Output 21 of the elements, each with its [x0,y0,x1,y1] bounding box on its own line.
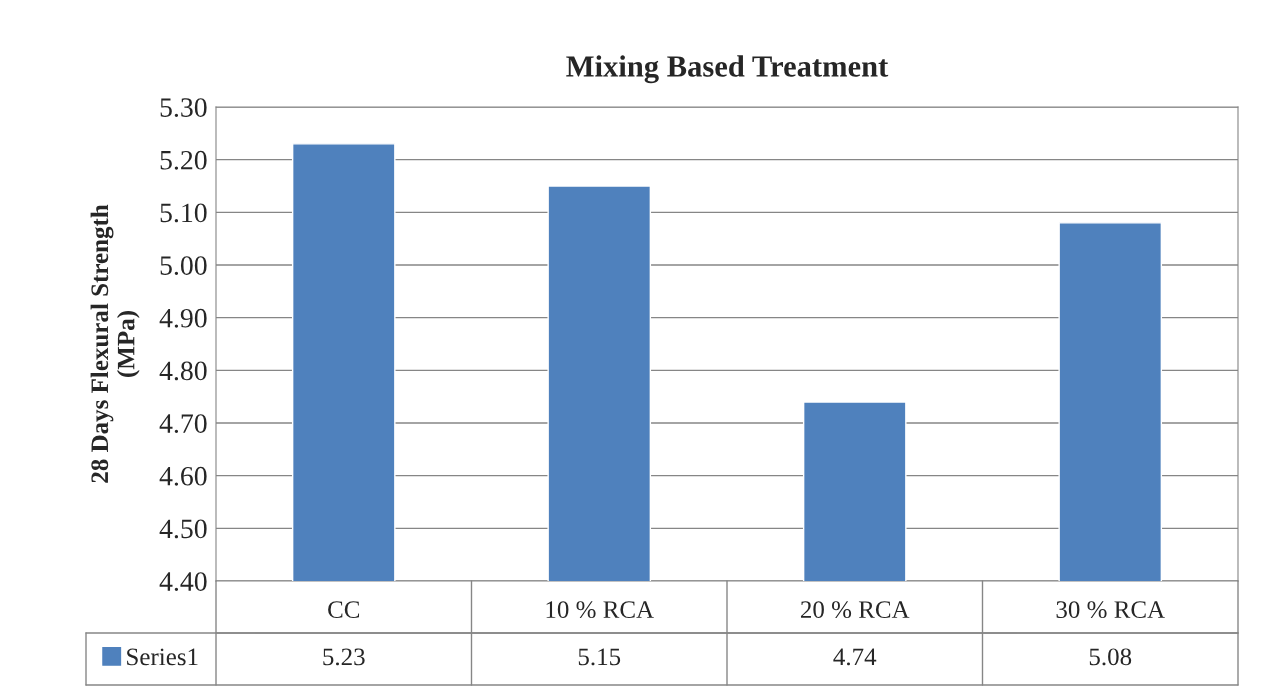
y-tick-label: 5.20 [160,150,207,170]
y-tick-label: 4.40 [159,572,207,592]
x-tick-label: CC [328,601,360,619]
x-tick-label: 30 % RCA [1056,601,1165,619]
chart-title: Mixing Based Treatment [566,55,889,84]
x-tick-label: 20 % RCA [800,601,910,619]
y-tick-label: 4.70 [159,414,207,434]
y-tick-label: 5.30 [160,98,207,118]
y-axis-title: 28 Days Flexural Strength (MPa) [90,204,140,483]
x-tick-label: 10 % RCA [546,601,654,619]
data-label: 5.15 [578,648,621,666]
y-tick-label: 5.00 [160,256,207,276]
y-tick-label: 5.10 [160,203,207,223]
y-tick-label: 4.80 [159,361,207,381]
y-tick-label: 4.50 [159,519,207,539]
legend-label: Series1 [127,648,198,666]
y-tick-label: 4.60 [159,466,207,486]
data-label: 5.08 [1089,648,1132,666]
data-label: 5.23 [323,648,365,666]
data-label: 4.74 [833,648,877,666]
y-tick-label: 4.90 [159,308,207,328]
